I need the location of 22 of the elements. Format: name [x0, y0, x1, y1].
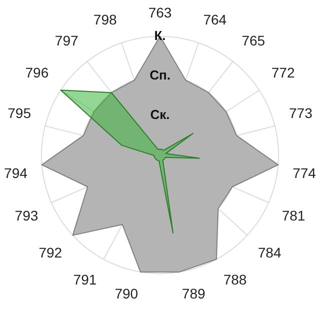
spoke-label: 788 [223, 271, 247, 288]
spoke-label: 791 [73, 271, 97, 288]
spoke-label: 798 [93, 12, 118, 28]
spoke-label: 789 [182, 286, 206, 302]
spoke-label: 774 [292, 165, 316, 182]
spoke-label: 796 [25, 64, 49, 81]
spoke-label: 794 [4, 165, 28, 182]
spoke-label: 764 [203, 12, 227, 28]
y-tick-label: К. [154, 28, 166, 44]
spoke-label: 795 [8, 104, 32, 121]
spoke-label: 763 [148, 4, 172, 20]
spoke-label: 797 [54, 32, 78, 48]
y-tick-label: Ск. [150, 107, 170, 122]
spoke-label: 781 [282, 208, 306, 224]
spoke-label: 790 [114, 286, 138, 302]
spoke-label: 765 [242, 32, 266, 48]
spoke-label: 772 [271, 64, 295, 81]
spoke-label: 793 [14, 208, 38, 224]
spoke-label: 792 [38, 244, 62, 260]
spoke-label: 773 [288, 104, 313, 121]
y-tick-label: Сп. [150, 68, 170, 83]
spoke-label: 784 [258, 244, 282, 260]
